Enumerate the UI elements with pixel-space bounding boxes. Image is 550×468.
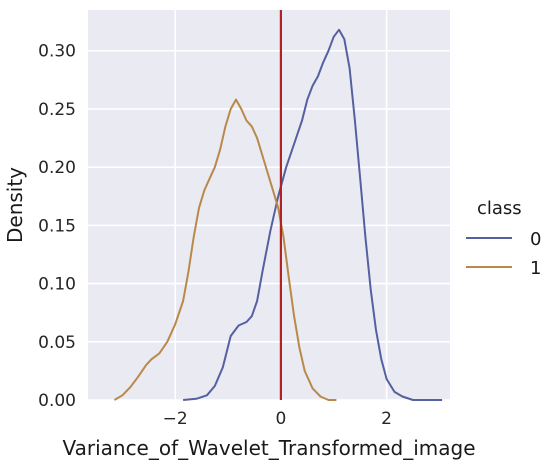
y-tick-label: 0.10 [38, 275, 76, 295]
legend-label-class-0: 0 [530, 229, 541, 250]
x-tick-label: −2 [163, 409, 188, 429]
y-axis-ticks: 0.00 0.05 0.10 0.15 0.20 0.25 0.30 [38, 42, 76, 411]
series-line-class-1 [113, 98, 337, 401]
x-axis-label: Variance_of_Wavelet_Transformed_image [62, 436, 475, 460]
x-tick-label: 2 [381, 409, 392, 429]
y-tick-label: 0.05 [38, 333, 76, 353]
series-layer [113, 28, 443, 401]
y-axis-label: Density [3, 167, 27, 243]
legend: class 0 1 [466, 198, 541, 279]
y-tick-label: 0.15 [38, 216, 76, 236]
x-axis-ticks: −2 0 2 [163, 409, 392, 429]
legend-label-class-1: 1 [530, 258, 541, 279]
legend-title: class [477, 198, 522, 219]
y-tick-label: 0.30 [38, 42, 76, 62]
series-line-class-0 [183, 28, 443, 401]
y-tick-label: 0.25 [38, 100, 76, 120]
x-tick-label: 0 [275, 409, 286, 429]
y-tick-label: 0.00 [38, 391, 76, 411]
plot-background [88, 10, 450, 400]
y-tick-label: 0.20 [38, 158, 76, 178]
